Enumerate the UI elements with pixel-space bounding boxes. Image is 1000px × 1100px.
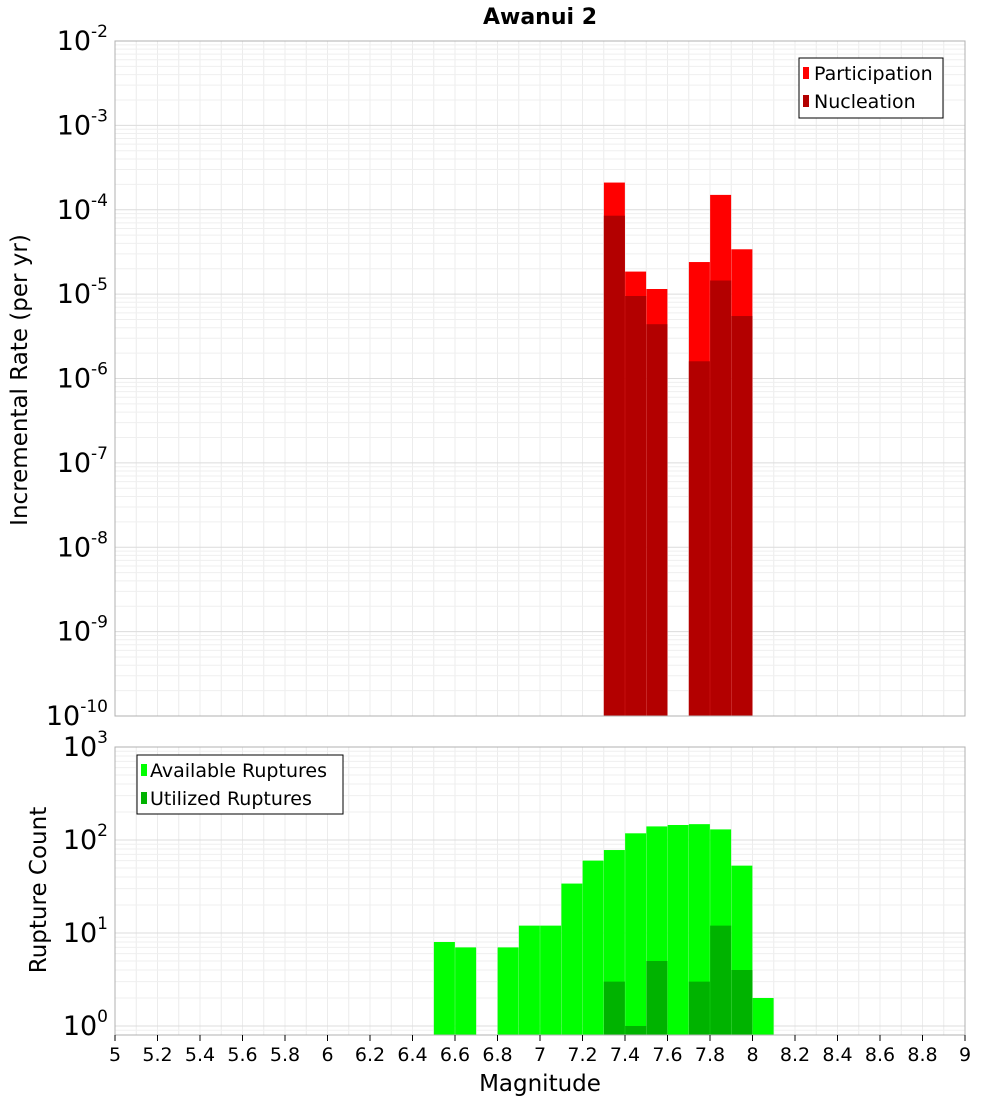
legend-swatch-available <box>141 764 147 776</box>
bar-available <box>667 824 689 1035</box>
bar-utilized <box>646 960 668 1035</box>
bar-available <box>540 925 562 1035</box>
x-tick-label: 7.2 <box>567 1044 597 1066</box>
chart-title: Awanui 2 <box>483 5 597 30</box>
x-tick-label: 8 <box>746 1044 758 1066</box>
top-legend-box <box>798 57 944 119</box>
x-tick-label: 6.2 <box>355 1044 385 1066</box>
x-tick-label: 6.4 <box>397 1044 427 1066</box>
y-tick-label: 10-4 <box>57 191 108 226</box>
top-y-ticks: 10-10 10-9 10-8 10-7 10-6 10-5 10-4 10-3 10-2 <box>46 22 108 732</box>
bar-utilized <box>731 969 753 1035</box>
x-tick-label: 8.4 <box>822 1044 852 1066</box>
bar-available <box>561 883 583 1035</box>
legend-label-available: Available Ruptures <box>150 760 327 782</box>
y-tick-label: 10-10 <box>46 697 108 732</box>
y-tick-label: 10-8 <box>57 528 108 563</box>
top-bars <box>603 182 753 717</box>
x-tick-label: 5 <box>109 1044 121 1066</box>
top-plot-frame <box>114 40 966 717</box>
y-tick-label: 10-9 <box>57 613 108 648</box>
x-tick-label: 7.8 <box>695 1044 725 1066</box>
y-tick-label: 10-6 <box>57 360 108 395</box>
x-tick-label: 5.6 <box>227 1044 257 1066</box>
x-ticks: 5 5.2 5.4 5.6 5.8 6 6.2 6.4 6.6 6.8 7 7.2 7.4 7.6 7.8 8… <box>109 1035 971 1066</box>
bottom-legend: Available Ruptures Utilized Ruptures <box>136 754 344 815</box>
x-axis-label: Magnitude <box>479 1071 601 1097</box>
legend-label-participation: Participation <box>814 63 933 85</box>
x-tick-label: 9 <box>959 1044 971 1066</box>
bar-available <box>497 947 519 1035</box>
y-tick-label: 10-2 <box>57 22 108 57</box>
top-grid <box>115 41 965 716</box>
bar-nucleation <box>603 215 625 717</box>
y-tick-label: 10-7 <box>57 444 108 479</box>
bar-available <box>518 925 540 1035</box>
legend-label-nucleation: Nucleation <box>814 91 916 113</box>
bar-utilized <box>625 1025 647 1035</box>
x-tick-label: 7.6 <box>652 1044 682 1066</box>
x-tick-label: 6.6 <box>440 1044 470 1066</box>
y-tick-label: 10-3 <box>57 106 108 141</box>
bar-available <box>625 833 647 1035</box>
y-tick-label: 101 <box>63 914 108 949</box>
legend-label-utilized: Utilized Ruptures <box>150 788 312 810</box>
bar-available <box>582 860 604 1035</box>
legend-swatch-utilized <box>141 792 147 804</box>
bottom-panel: 100 101 102 103 5 5.2 5.4 5.6 5.8 6 6.2 6.4 6.6 6.8 7… <box>63 728 971 1066</box>
bottom-y-axis-label: Rupture Count <box>26 807 52 973</box>
y-tick-label: 102 <box>63 821 108 856</box>
x-tick-label: 7.4 <box>610 1044 640 1066</box>
bar-nucleation <box>688 361 710 716</box>
y-tick-label: 100 <box>63 1007 108 1042</box>
top-legend: Participation Nucleation <box>798 57 944 119</box>
bar-utilized <box>688 981 710 1035</box>
bar-nucleation <box>625 296 647 716</box>
bar-available <box>752 997 774 1035</box>
bar-nucleation <box>646 324 668 716</box>
legend-swatch-nucleation <box>803 95 809 107</box>
x-tick-label: 5.8 <box>270 1044 300 1066</box>
bar-available <box>455 947 477 1035</box>
top-panel: 10-10 10-9 10-8 10-7 10-6 10-5 10-4 10-3 10-2 Pa… <box>46 22 966 732</box>
top-y-axis-label: Incremental Rate (per yr) <box>7 234 33 526</box>
bottom-y-ticks: 100 101 102 103 <box>63 728 108 1042</box>
bar-nucleation <box>710 280 732 716</box>
y-tick-label: 10-5 <box>57 275 108 310</box>
bar-available <box>433 942 455 1035</box>
bar-utilized <box>603 981 625 1035</box>
x-tick-label: 5.2 <box>142 1044 172 1066</box>
bar-nucleation <box>731 316 753 716</box>
bottom-legend-box <box>136 754 344 815</box>
x-tick-label: 6 <box>321 1044 333 1066</box>
legend-swatch-participation <box>803 67 809 79</box>
x-tick-label: 8.8 <box>907 1044 937 1066</box>
x-tick-label: 8.6 <box>865 1044 895 1066</box>
x-tick-label: 7 <box>534 1044 546 1066</box>
y-tick-label: 103 <box>63 728 108 763</box>
bar-utilized <box>710 925 732 1035</box>
bottom-bars <box>433 824 774 1035</box>
x-tick-label: 8.2 <box>780 1044 810 1066</box>
x-tick-label: 5.4 <box>185 1044 215 1066</box>
x-tick-label: 6.8 <box>482 1044 512 1066</box>
